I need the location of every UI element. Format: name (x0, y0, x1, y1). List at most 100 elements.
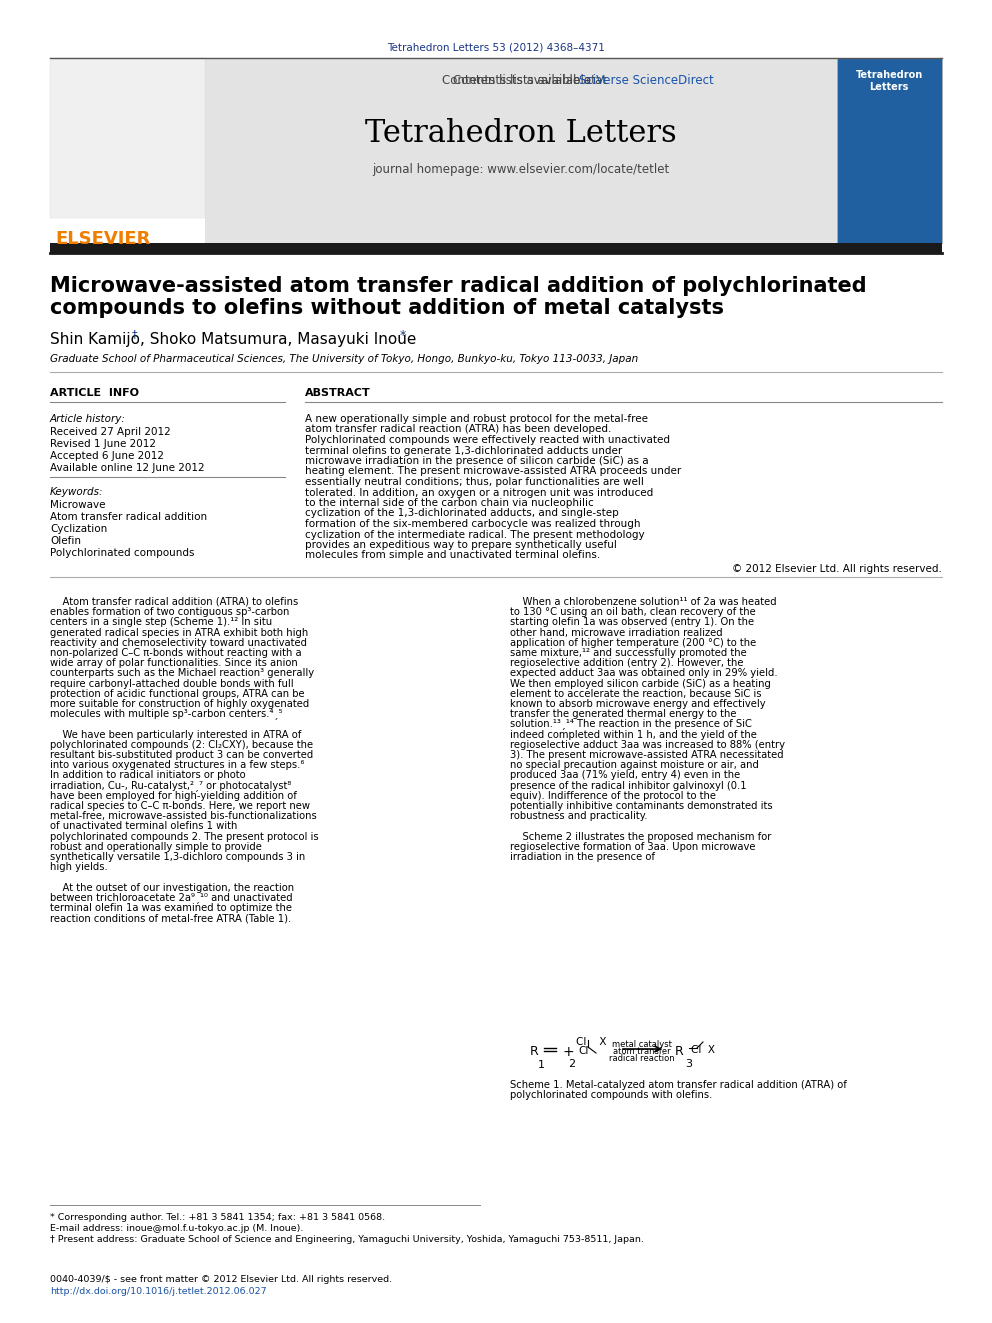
Text: Olefin: Olefin (50, 536, 81, 546)
Text: solution.¹³ˏ¹⁴ The reaction in the presence of SiC: solution.¹³ˏ¹⁴ The reaction in the prese… (510, 720, 752, 730)
Text: +: + (562, 1045, 573, 1058)
Text: Accepted 6 June 2012: Accepted 6 June 2012 (50, 451, 164, 460)
Text: irradiation in the presence of: irradiation in the presence of (510, 852, 655, 863)
Text: more suitable for construction of highly oxygenated: more suitable for construction of highly… (50, 699, 310, 709)
Text: same mixture,¹² and successfully promoted the: same mixture,¹² and successfully promote… (510, 648, 747, 658)
Text: heating element. The present microwave-assisted ATRA proceeds under: heating element. The present microwave-a… (305, 467, 682, 476)
Text: element to accelerate the reaction, because SiC is: element to accelerate the reaction, beca… (510, 689, 762, 699)
Text: formation of the six-membered carbocycle was realized through: formation of the six-membered carbocycle… (305, 519, 641, 529)
Text: robustness and practicality.: robustness and practicality. (510, 811, 648, 822)
Text: robust and operationally simple to provide: robust and operationally simple to provi… (50, 841, 262, 852)
Text: no special precaution against moisture or air, and: no special precaution against moisture o… (510, 761, 759, 770)
Text: http://dx.doi.org/10.1016/j.tetlet.2012.06.027: http://dx.doi.org/10.1016/j.tetlet.2012.… (50, 1287, 267, 1297)
Text: molecules with multiple sp³-carbon centers.⁴ˏ⁵: molecules with multiple sp³-carbon cente… (50, 709, 283, 720)
Text: terminal olefin 1a was examined to optimize the: terminal olefin 1a was examined to optim… (50, 904, 292, 913)
Text: polychlorinated compounds with olefins.: polychlorinated compounds with olefins. (510, 1090, 712, 1099)
Text: counterparts such as the Michael reaction³ generally: counterparts such as the Michael reactio… (50, 668, 314, 679)
Text: require carbonyl-attached double bonds with full: require carbonyl-attached double bonds w… (50, 679, 294, 688)
Text: Cyclization: Cyclization (50, 524, 107, 534)
Bar (205, 58, 837, 243)
Text: essentially neutral conditions; thus, polar functionalities are well: essentially neutral conditions; thus, po… (305, 478, 644, 487)
Text: ABSTRACT: ABSTRACT (305, 388, 371, 398)
Text: atom transfer radical reaction (ATRA) has been developed.: atom transfer radical reaction (ATRA) ha… (305, 425, 611, 434)
Text: 3). The present microwave-assisted ATRA necessitated: 3). The present microwave-assisted ATRA … (510, 750, 784, 759)
Text: application of higher temperature (200 °C) to the: application of higher temperature (200 °… (510, 638, 756, 648)
Text: In addition to radical initiators or photo: In addition to radical initiators or pho… (50, 770, 246, 781)
Text: resultant bis-substituted product 3 can be converted: resultant bis-substituted product 3 can … (50, 750, 313, 759)
Text: centers in a single step (Scheme 1).¹² In situ: centers in a single step (Scheme 1).¹² I… (50, 618, 272, 627)
Text: © 2012 Elsevier Ltd. All rights reserved.: © 2012 Elsevier Ltd. All rights reserved… (732, 564, 942, 574)
Text: R: R (675, 1045, 683, 1058)
Text: to 130 °C using an oil bath, clean recovery of the: to 130 °C using an oil bath, clean recov… (510, 607, 756, 618)
Text: provides an expeditious way to prepare synthetically useful: provides an expeditious way to prepare s… (305, 540, 617, 550)
Text: microwave irradiation in the presence of silicon carbide (SiC) as a: microwave irradiation in the presence of… (305, 456, 649, 466)
Text: 1: 1 (538, 1060, 545, 1070)
Text: potentially inhibitive contaminants demonstrated its: potentially inhibitive contaminants demo… (510, 800, 773, 811)
Text: synthetically versatile 1,3-dichloro compounds 3 in: synthetically versatile 1,3-dichloro com… (50, 852, 306, 863)
Text: Scheme 1. Metal-catalyzed atom transfer radical addition (ATRA) of: Scheme 1. Metal-catalyzed atom transfer … (510, 1080, 847, 1090)
Bar (50, 58, 205, 218)
Text: † Present address: Graduate School of Science and Engineering, Yamaguchi Univers: † Present address: Graduate School of Sc… (50, 1234, 644, 1244)
Text: into various oxygenated structures in a few steps.⁶: into various oxygenated structures in a … (50, 761, 305, 770)
Text: non-polarized C–C π-bonds without reacting with a: non-polarized C–C π-bonds without reacti… (50, 648, 302, 658)
Text: polychlorinated compounds (2: Cl₂CXY), because the: polychlorinated compounds (2: Cl₂CXY), b… (50, 740, 313, 750)
Text: expected adduct 3aa was obtained only in 29% yield.: expected adduct 3aa was obtained only in… (510, 668, 778, 679)
Text: , Shoko Matsumura, Masayuki Inoue: , Shoko Matsumura, Masayuki Inoue (140, 332, 417, 347)
Text: We then employed silicon carbide (SiC) as a heating: We then employed silicon carbide (SiC) a… (510, 679, 771, 688)
Text: Received 27 April 2012: Received 27 April 2012 (50, 427, 171, 437)
Text: Contents lists available at: Contents lists available at (453, 74, 611, 87)
Text: Tetrahedron Letters 53 (2012) 4368–4371: Tetrahedron Letters 53 (2012) 4368–4371 (387, 42, 605, 52)
Text: compounds to olefins without addition of metal catalysts: compounds to olefins without addition of… (50, 298, 724, 318)
Text: Polychlorinated compounds: Polychlorinated compounds (50, 548, 194, 558)
Text: molecules from simple and unactivated terminal olefins.: molecules from simple and unactivated te… (305, 550, 600, 561)
Text: At the outset of our investigation, the reaction: At the outset of our investigation, the … (50, 882, 294, 893)
Text: Cl  X: Cl X (691, 1045, 715, 1054)
Text: Microwave-assisted atom transfer radical addition of polychlorinated: Microwave-assisted atom transfer radical… (50, 277, 867, 296)
Text: radical reaction: radical reaction (609, 1054, 675, 1062)
Text: Tetrahedron
Letters: Tetrahedron Letters (855, 70, 923, 91)
Text: †: † (132, 329, 138, 339)
Text: *: * (400, 329, 407, 343)
Text: equiv). Indifference of the protocol to the: equiv). Indifference of the protocol to … (510, 791, 716, 800)
Text: 0040-4039/$ - see front matter © 2012 Elsevier Ltd. All rights reserved.: 0040-4039/$ - see front matter © 2012 El… (50, 1275, 392, 1285)
Text: Tetrahedron Letters: Tetrahedron Letters (365, 118, 677, 149)
Text: A new operationally simple and robust protocol for the metal-free: A new operationally simple and robust pr… (305, 414, 648, 423)
Text: Scheme 2 illustrates the proposed mechanism for: Scheme 2 illustrates the proposed mechan… (510, 832, 772, 841)
Text: Cl    X: Cl X (576, 1037, 606, 1046)
Bar (50, 243, 942, 253)
Text: starting olefin 1a was observed (entry 1). On the: starting olefin 1a was observed (entry 1… (510, 618, 754, 627)
Text: 2: 2 (568, 1058, 575, 1069)
Text: ELSEVIER: ELSEVIER (55, 230, 151, 247)
Text: wide array of polar functionalities. Since its anion: wide array of polar functionalities. Sin… (50, 659, 298, 668)
Text: to the internal side of the carbon chain via nucleophilic: to the internal side of the carbon chain… (305, 497, 594, 508)
Text: reaction conditions of metal-free ATRA (Table 1).: reaction conditions of metal-free ATRA (… (50, 913, 292, 923)
Text: cyclization of the intermediate radical. The present methodology: cyclization of the intermediate radical.… (305, 529, 645, 540)
Text: enables formation of two contiguous sp³-carbon: enables formation of two contiguous sp³-… (50, 607, 290, 618)
Text: polychlorinated compounds 2. The present protocol is: polychlorinated compounds 2. The present… (50, 832, 318, 841)
Text: We have been particularly interested in ATRA of: We have been particularly interested in … (50, 729, 302, 740)
Text: high yields.: high yields. (50, 863, 108, 872)
Text: Shin Kamijo: Shin Kamijo (50, 332, 140, 347)
Text: When a chlorobenzene solution¹¹ of 2a was heated: When a chlorobenzene solution¹¹ of 2a wa… (510, 597, 777, 607)
Text: 3: 3 (685, 1058, 692, 1069)
Text: protection of acidic functional groups, ATRA can be: protection of acidic functional groups, … (50, 689, 305, 699)
Text: indeed completed within 1 h, and the yield of the: indeed completed within 1 h, and the yie… (510, 729, 757, 740)
Text: have been employed for high-yielding addition of: have been employed for high-yielding add… (50, 791, 297, 800)
Text: cyclization of the 1,3-dichlorinated adducts, and single-step: cyclization of the 1,3-dichlorinated add… (305, 508, 619, 519)
Text: * Corresponding author. Tel.: +81 3 5841 1354; fax: +81 3 5841 0568.: * Corresponding author. Tel.: +81 3 5841… (50, 1213, 385, 1222)
Bar (837, 58, 942, 243)
Text: tolerated. In addition, an oxygen or a nitrogen unit was introduced: tolerated. In addition, an oxygen or a n… (305, 487, 654, 497)
Text: radical species to C–C π-bonds. Here, we report new: radical species to C–C π-bonds. Here, we… (50, 800, 310, 811)
Text: metal catalyst: metal catalyst (612, 1040, 672, 1049)
Text: SciVerse ScienceDirect: SciVerse ScienceDirect (579, 74, 714, 87)
Text: Cl: Cl (578, 1046, 588, 1056)
Text: metal-free, microwave-assisted bis-functionalizations: metal-free, microwave-assisted bis-funct… (50, 811, 316, 822)
Text: of unactivated terminal olefins 1 with: of unactivated terminal olefins 1 with (50, 822, 237, 831)
Text: between trichloroacetate 2a⁹ˏ¹⁰ and unactivated: between trichloroacetate 2a⁹ˏ¹⁰ and unac… (50, 893, 293, 904)
Text: regioselective addition (entry 2). However, the: regioselective addition (entry 2). Howev… (510, 659, 743, 668)
Text: produced 3aa (71% yield, entry 4) even in the: produced 3aa (71% yield, entry 4) even i… (510, 770, 740, 781)
Text: ARTICLE  INFO: ARTICLE INFO (50, 388, 139, 398)
Text: Microwave: Microwave (50, 500, 105, 509)
Text: reactivity and chemoselectivity toward unactivated: reactivity and chemoselectivity toward u… (50, 638, 307, 648)
Text: known to absorb microwave energy and effectively: known to absorb microwave energy and eff… (510, 699, 766, 709)
